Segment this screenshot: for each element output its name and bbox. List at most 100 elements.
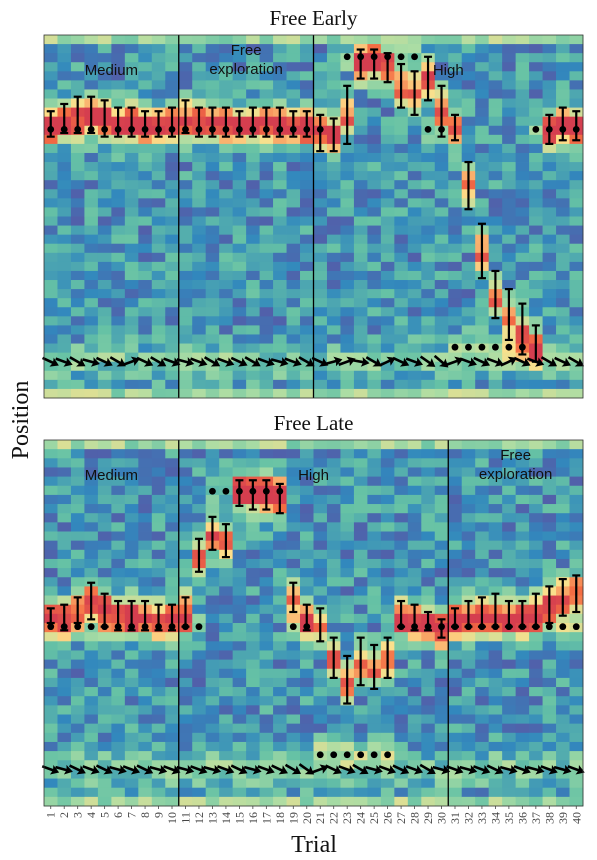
x-tick-label: 13 [205,812,219,824]
heatmap-cell [529,198,543,208]
heatmap-cell [353,189,368,199]
heatmap-cell [57,522,72,532]
heatmap-cell [205,714,220,725]
heatmap-cell [529,677,543,688]
heatmap-cell [394,650,409,660]
heatmap-cell [57,732,72,743]
heatmap-cell [138,198,153,208]
heatmap-cell [569,98,584,108]
heatmap-cell [569,53,584,63]
heatmap-cell [178,522,193,532]
heatmap-cell [529,586,543,596]
heatmap-cell [259,62,274,72]
heatmap-cell [488,35,503,45]
heatmap-cell [70,352,85,363]
heatmap-cell [394,760,409,770]
heatmap-cell [219,270,234,281]
heatmap-cell [232,171,247,181]
heatmap-cell [434,641,449,651]
heatmap-cell [488,549,503,560]
heatmap-cell [151,494,166,505]
heatmap-cell [151,334,166,344]
heatmap-cell [259,334,274,344]
heatmap-cell [124,531,139,542]
heatmap-cell [111,504,126,514]
heatmap-cell [461,289,476,299]
heatmap-cell [44,705,58,715]
heatmap-cell [246,198,261,208]
heatmap-cell [475,80,490,90]
heatmap-cell [542,89,557,99]
heatmap-cell [165,549,180,560]
heatmap-cell [151,577,166,587]
heatmap-cell [232,334,247,344]
error-bar [114,106,123,138]
heatmap-cell [205,270,220,281]
heatmap-cell [380,613,395,624]
heatmap-cell [192,568,207,578]
heatmap-cell [259,307,274,317]
heatmap-cell [502,98,517,108]
heatmap-cell [434,760,449,770]
heatmap-cell [151,89,166,99]
heatmap-cell [394,325,409,335]
heatmap-cell [394,189,409,199]
heatmap-cell [461,687,476,697]
heatmap-cell [232,677,247,688]
heatmap-cell [367,741,382,752]
heatmap-cell [300,440,314,450]
heatmap-cell [138,641,153,651]
heatmap-cell [111,586,126,596]
heatmap-cell [313,80,328,90]
heatmap-cell [394,586,409,596]
heatmap-cell [353,494,368,505]
heatmap-cell [205,143,220,154]
heatmap-cell [475,143,490,154]
heatmap-cell [70,458,85,468]
heatmap-cell [421,307,436,317]
heatmap-cell [488,714,503,725]
heatmap-cell [515,504,530,514]
heatmap-cell [44,586,58,596]
heatmap-cell [529,494,543,505]
heatmap-cell [353,143,368,154]
heatmap-cell [515,189,530,199]
heatmap-cell [84,162,99,172]
heatmap-cell [259,558,274,569]
heatmap-cell [97,234,112,245]
heatmap-cell [515,659,530,670]
heatmap-cell [192,504,207,514]
heatmap-cell [475,198,490,208]
heatmap-cell [502,494,517,505]
heatmap-cell [219,180,234,190]
heatmap-cell [246,522,261,532]
heatmap-cell [84,650,99,660]
heatmap-cell [111,234,126,245]
heatmap-cell [138,280,153,290]
heatmap-cell [448,107,463,118]
heatmap-cell [232,370,247,381]
heatmap-cell [461,62,476,72]
heatmap-cell [138,796,153,807]
heatmap-cell [461,732,476,743]
heatmap-cell [340,449,355,459]
heatmap-cell [70,586,85,596]
heatmap-cell [434,325,449,335]
heatmap-cell [353,440,368,450]
heatmap-cell [259,343,274,354]
heatmap-cell [111,558,126,569]
heatmap-cell [286,216,301,226]
heatmap-cell [192,595,207,606]
heatmap-cell [232,732,247,743]
heatmap-cell [151,307,166,317]
heatmap-cell [273,270,287,281]
heatmap-cell [556,522,570,532]
heatmap-cell [300,289,314,299]
heatmap-cell [556,189,570,199]
heatmap-cell [124,494,139,505]
heatmap-cell [407,234,422,245]
heatmap-cell [97,650,112,660]
heatmap-cell [407,641,422,651]
heatmap-cell [232,343,247,354]
heatmap-cell [97,343,112,354]
